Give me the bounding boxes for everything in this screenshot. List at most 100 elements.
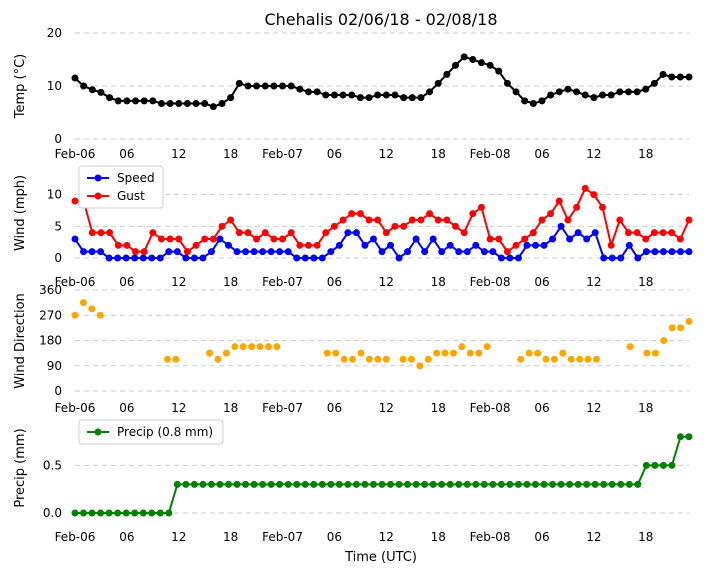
- data-point: [475, 349, 483, 357]
- data-point: [88, 305, 96, 313]
- data-point: [267, 480, 275, 488]
- series-precip-0-8-mm-: [71, 433, 693, 517]
- data-point: [540, 480, 548, 488]
- data-point: [429, 480, 437, 488]
- legend-label: Speed: [117, 171, 155, 185]
- data-point: [114, 241, 122, 249]
- data-point: [477, 203, 485, 211]
- data-point: [156, 254, 164, 262]
- x-tick-label: 18: [431, 401, 446, 415]
- data-point: [685, 248, 693, 256]
- data-point: [244, 229, 252, 237]
- data-point: [412, 480, 420, 488]
- data-point: [140, 97, 148, 105]
- data-point: [566, 235, 574, 243]
- data-point: [164, 355, 172, 363]
- legend-marker: [94, 192, 102, 200]
- data-point: [517, 355, 525, 363]
- data-point: [607, 241, 615, 249]
- data-point: [624, 88, 632, 96]
- data-point: [608, 480, 616, 488]
- x-tick-label: 06: [119, 275, 134, 289]
- data-point: [122, 509, 130, 517]
- data-point: [183, 248, 191, 256]
- x-tick-label: 06: [327, 530, 342, 544]
- data-point: [443, 70, 451, 78]
- series-gust: [71, 184, 693, 256]
- data-point: [395, 480, 403, 488]
- data-point: [633, 229, 641, 237]
- data-point: [608, 254, 616, 262]
- panel-3: 0.0 0.5 Precip (mm) Feb-06 06 12 18 Feb-07 06 12 1…: [13, 419, 693, 544]
- x-tick-label: 18: [223, 530, 238, 544]
- data-point: [503, 79, 511, 87]
- data-point: [591, 229, 599, 237]
- data-point: [529, 229, 537, 237]
- data-point: [495, 235, 503, 243]
- data-point: [472, 480, 480, 488]
- data-point: [340, 355, 348, 363]
- data-point: [600, 480, 608, 488]
- data-point: [668, 324, 676, 332]
- data-point: [327, 248, 335, 256]
- data-point: [214, 355, 222, 363]
- series-temp: [71, 53, 693, 111]
- data-point: [483, 343, 491, 351]
- data-point: [114, 509, 122, 517]
- data-point: [207, 248, 215, 256]
- x-tick-label: 12: [171, 147, 186, 161]
- data-point: [374, 216, 382, 224]
- y-tick-label: 10: [47, 188, 62, 202]
- data-point: [253, 82, 261, 90]
- data-point: [261, 229, 269, 237]
- data-point: [105, 254, 113, 262]
- data-point: [293, 480, 301, 488]
- data-point: [361, 480, 369, 488]
- series-speed: [71, 222, 693, 262]
- data-point: [659, 461, 667, 469]
- data-point: [506, 254, 514, 262]
- x-tick-label: 12: [171, 401, 186, 415]
- data-point: [310, 480, 318, 488]
- data-point: [412, 235, 420, 243]
- y-tick-label: 20: [47, 26, 62, 40]
- data-point: [634, 480, 642, 488]
- data-point: [573, 203, 581, 211]
- data-point: [207, 480, 215, 488]
- data-point: [685, 317, 693, 325]
- data-point: [248, 343, 256, 351]
- y-axis-label: Temp (°C): [13, 54, 28, 120]
- x-tick-label: 12: [586, 275, 601, 289]
- data-point: [550, 355, 558, 363]
- data-point: [114, 97, 122, 105]
- data-point: [557, 222, 565, 230]
- data-point: [592, 355, 600, 363]
- data-point: [256, 343, 264, 351]
- data-point: [279, 82, 287, 90]
- data-point: [449, 349, 457, 357]
- x-tick-label: 12: [586, 147, 601, 161]
- data-point: [616, 88, 624, 96]
- data-point: [287, 82, 295, 90]
- data-point: [225, 480, 232, 488]
- data-point: [486, 235, 494, 243]
- data-point: [165, 248, 173, 256]
- y-tick-label: 0.0: [43, 506, 62, 520]
- data-point: [567, 355, 575, 363]
- legend-marker: [94, 428, 102, 436]
- data-point: [549, 480, 557, 488]
- data-point: [287, 229, 295, 237]
- data-point: [284, 248, 292, 256]
- data-point: [443, 216, 451, 224]
- xlabel-time: Time (UTC): [344, 550, 417, 565]
- data-point: [659, 248, 667, 256]
- x-tick-label: 18: [223, 401, 238, 415]
- data-point: [469, 56, 477, 63]
- data-point: [581, 91, 589, 99]
- data-point: [270, 82, 278, 90]
- data-point: [253, 235, 261, 243]
- x-tick-label: 18: [223, 147, 238, 161]
- data-point: [668, 73, 676, 81]
- data-point: [633, 88, 641, 96]
